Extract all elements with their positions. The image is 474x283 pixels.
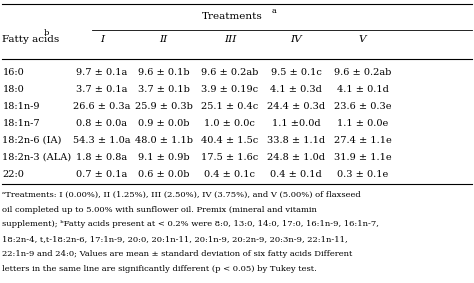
Text: 54.3 ± 1.0a: 54.3 ± 1.0a [73,136,131,145]
Text: 0.9 ± 0.0b: 0.9 ± 0.0b [138,119,189,128]
Text: 9.6 ± 0.2ab: 9.6 ± 0.2ab [334,68,392,77]
Text: III: III [224,35,236,44]
Text: 18:0: 18:0 [2,85,24,94]
Text: 0.4 ± 0.1d: 0.4 ± 0.1d [270,170,322,179]
Text: 16:0: 16:0 [2,68,24,77]
Text: 3.7 ± 0.1a: 3.7 ± 0.1a [76,85,128,94]
Text: 3.7 ± 0.1b: 3.7 ± 0.1b [137,85,190,94]
Text: ᵃTreatments: I (0.00%), II (1.25%), III (2.50%), IV (3.75%), and V (5.00%) of fl: ᵃTreatments: I (0.00%), II (1.25%), III … [2,191,361,199]
Text: oil completed up to 5.00% with sunflower oil. Premix (mineral and vitamin: oil completed up to 5.00% with sunflower… [2,206,317,214]
Text: V: V [359,35,366,44]
Text: 33.8 ± 1.1d: 33.8 ± 1.1d [267,136,325,145]
Text: a: a [272,7,276,15]
Text: IV: IV [291,35,302,44]
Text: 18:2n-3 (ALA): 18:2n-3 (ALA) [2,153,72,162]
Text: 23.6 ± 0.3e: 23.6 ± 0.3e [334,102,392,111]
Text: 27.4 ± 1.1e: 27.4 ± 1.1e [334,136,392,145]
Text: 18:1n-7: 18:1n-7 [2,119,40,128]
Text: Fatty acids: Fatty acids [2,35,60,44]
Text: 18:2n-6 (IA): 18:2n-6 (IA) [2,136,62,145]
Text: 9.7 ± 0.1a: 9.7 ± 0.1a [76,68,128,77]
Text: 1.0 ± 0.0c: 1.0 ± 0.0c [204,119,255,128]
Text: 17.5 ± 1.6c: 17.5 ± 1.6c [201,153,258,162]
Text: 24.4 ± 0.3d: 24.4 ± 0.3d [267,102,325,111]
Text: 0.3 ± 0.1e: 0.3 ± 0.1e [337,170,388,179]
Text: 3.9 ± 0.19c: 3.9 ± 0.19c [201,85,258,94]
Text: 1.8 ± 0.8a: 1.8 ± 0.8a [76,153,128,162]
Text: 22:0: 22:0 [2,170,24,179]
Text: 9.5 ± 0.1c: 9.5 ± 0.1c [271,68,322,77]
Text: 9.6 ± 0.2ab: 9.6 ± 0.2ab [201,68,259,77]
Text: 0.8 ± 0.0a: 0.8 ± 0.0a [76,119,128,128]
Text: I: I [100,35,104,44]
Text: 25.9 ± 0.3b: 25.9 ± 0.3b [135,102,192,111]
Text: II: II [159,35,168,44]
Text: 9.6 ± 0.1b: 9.6 ± 0.1b [138,68,189,77]
Text: 4.1 ± 0.3d: 4.1 ± 0.3d [270,85,322,94]
Text: 24.8 ± 1.0d: 24.8 ± 1.0d [267,153,325,162]
Text: 40.4 ± 1.5c: 40.4 ± 1.5c [201,136,258,145]
Text: 1.1 ± 0.0e: 1.1 ± 0.0e [337,119,388,128]
Text: Treatments: Treatments [202,12,263,22]
Text: 31.9 ± 1.1e: 31.9 ± 1.1e [334,153,392,162]
Text: 0.7 ± 0.1a: 0.7 ± 0.1a [76,170,128,179]
Text: 18:2n-4, t,t-18:2n-6, 17:1n-9, 20:0, 20:1n-11, 20:1n-9, 20:2n-9, 20:3n-9, 22:1n-: 18:2n-4, t,t-18:2n-6, 17:1n-9, 20:0, 20:… [2,235,348,243]
Text: 4.1 ± 0.1d: 4.1 ± 0.1d [337,85,389,94]
Text: 1.1 ±0.0d: 1.1 ±0.0d [272,119,320,128]
Text: supplement); ᵇFatty acids present at < 0.2% were 8:0, 13:0, 14:0, 17:0, 16:1n-9,: supplement); ᵇFatty acids present at < 0… [2,220,379,228]
Text: letters in the same line are significantly different (p < 0.05) by Tukey test.: letters in the same line are significant… [2,265,317,273]
Text: 9.1 ± 0.9b: 9.1 ± 0.9b [138,153,189,162]
Text: 0.6 ± 0.0b: 0.6 ± 0.0b [138,170,189,179]
Text: 0.4 ± 0.1c: 0.4 ± 0.1c [204,170,255,179]
Text: 22:1n-9 and 24:0; Values are mean ± standard deviation of six fatty acids Differ: 22:1n-9 and 24:0; Values are mean ± stan… [2,250,353,258]
Text: b: b [44,29,49,37]
Text: 48.0 ± 1.1b: 48.0 ± 1.1b [135,136,192,145]
Text: 26.6 ± 0.3a: 26.6 ± 0.3a [73,102,131,111]
Text: 18:1n-9: 18:1n-9 [2,102,40,111]
Text: 25.1 ± 0.4c: 25.1 ± 0.4c [201,102,258,111]
